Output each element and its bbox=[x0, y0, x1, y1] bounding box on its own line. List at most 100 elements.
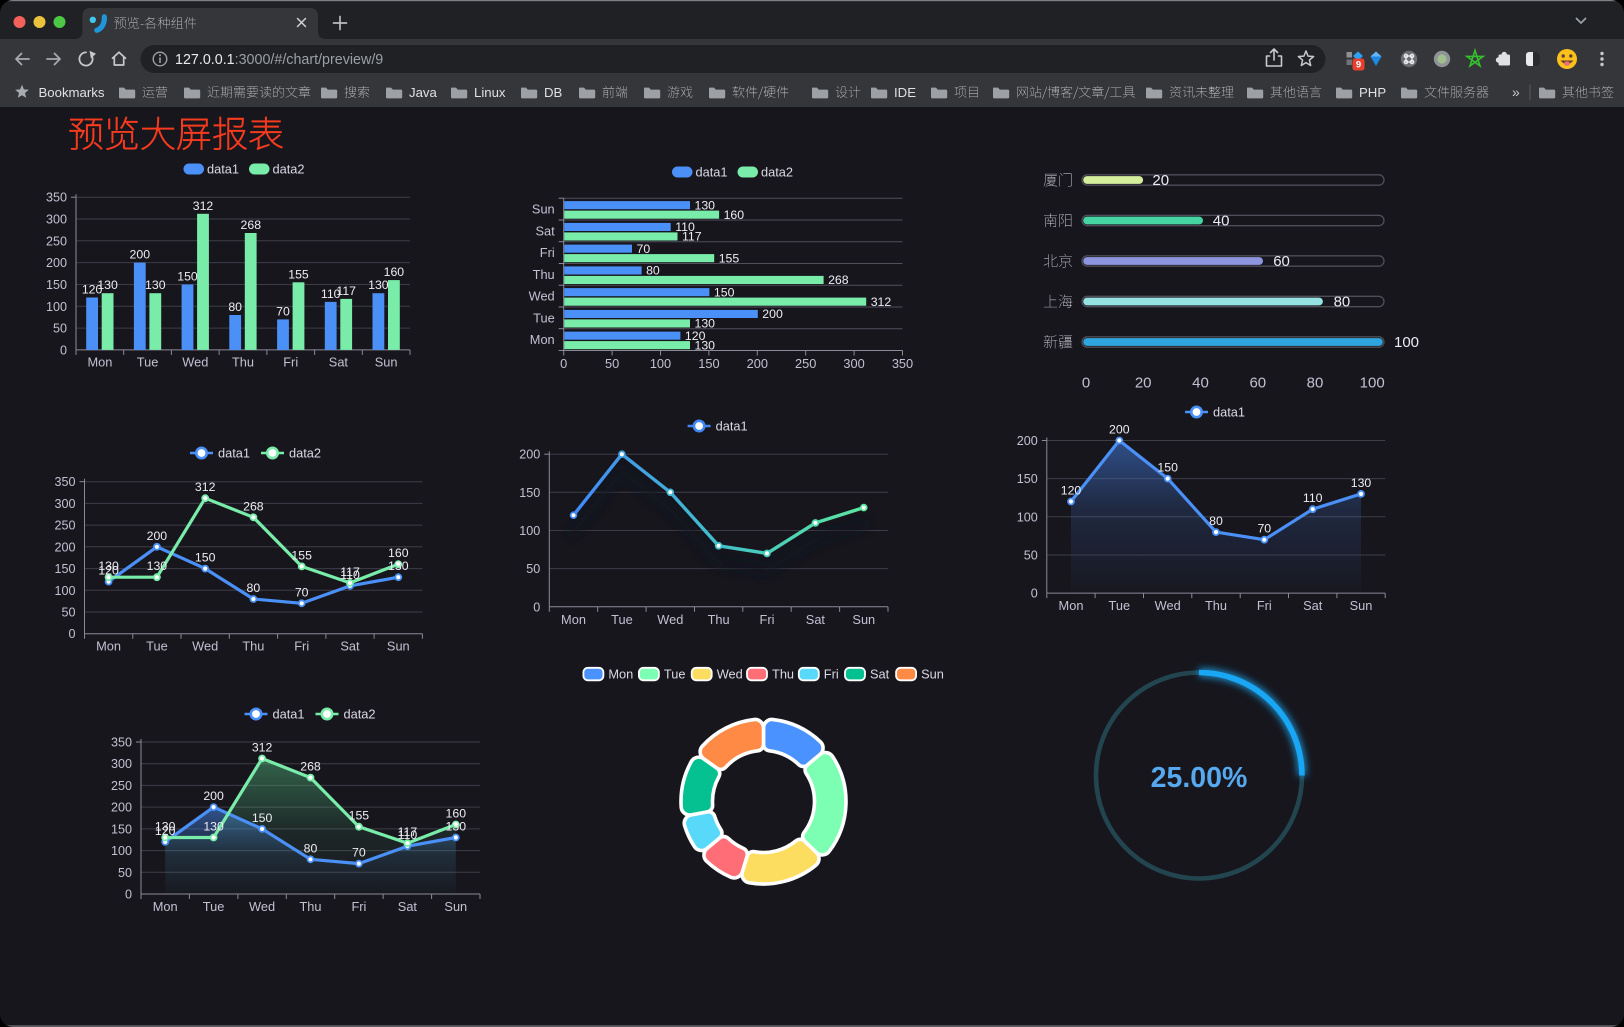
svg-text:40: 40 bbox=[1213, 213, 1230, 230]
svg-text:50: 50 bbox=[1024, 549, 1038, 563]
svg-text:data2: data2 bbox=[344, 707, 376, 722]
svg-text:117: 117 bbox=[336, 284, 356, 298]
svg-text:312: 312 bbox=[193, 199, 214, 213]
svg-text:130: 130 bbox=[695, 199, 716, 213]
svg-text:150: 150 bbox=[714, 286, 735, 300]
svg-text:0: 0 bbox=[125, 888, 132, 902]
svg-text:Mon: Mon bbox=[1059, 598, 1084, 613]
svg-text:Fri: Fri bbox=[760, 612, 775, 627]
svg-text:Mon: Mon bbox=[608, 667, 633, 682]
svg-text:Fri: Fri bbox=[351, 899, 366, 914]
svg-text:200: 200 bbox=[147, 529, 168, 543]
svg-text:20: 20 bbox=[1152, 172, 1169, 189]
svg-text:80: 80 bbox=[1209, 514, 1223, 528]
svg-text:127.0.0.1:3000/#/chart/preview: 127.0.0.1:3000/#/chart/preview/9 bbox=[175, 52, 383, 68]
svg-text:0: 0 bbox=[533, 600, 540, 614]
svg-text:120: 120 bbox=[82, 283, 103, 297]
svg-text:160: 160 bbox=[384, 265, 405, 279]
svg-text:120: 120 bbox=[98, 564, 119, 578]
svg-text:80: 80 bbox=[1334, 294, 1351, 311]
svg-text:250: 250 bbox=[54, 519, 75, 533]
svg-text:Sat: Sat bbox=[340, 639, 360, 654]
svg-text:data1: data1 bbox=[696, 165, 728, 180]
svg-text:PHP: PHP bbox=[1359, 85, 1386, 100]
svg-text:Wed: Wed bbox=[192, 639, 218, 654]
svg-text:100: 100 bbox=[54, 584, 75, 598]
svg-text:80: 80 bbox=[228, 300, 242, 314]
svg-text:312: 312 bbox=[871, 295, 892, 309]
svg-text:200: 200 bbox=[46, 256, 67, 270]
svg-text:50: 50 bbox=[53, 322, 67, 336]
svg-text:100: 100 bbox=[1017, 510, 1038, 524]
svg-text:155: 155 bbox=[291, 548, 312, 562]
svg-text:Fri: Fri bbox=[540, 245, 555, 260]
svg-text:268: 268 bbox=[828, 273, 849, 287]
svg-text:0: 0 bbox=[1031, 587, 1038, 601]
svg-text:data1: data1 bbox=[273, 707, 305, 722]
svg-text:Sun: Sun bbox=[532, 202, 555, 217]
svg-text:350: 350 bbox=[54, 475, 75, 489]
svg-text:Fri: Fri bbox=[283, 354, 298, 369]
svg-text:130: 130 bbox=[388, 559, 409, 573]
svg-text:100: 100 bbox=[46, 300, 67, 314]
svg-text:0: 0 bbox=[560, 356, 567, 371]
svg-text:Tue: Tue bbox=[1109, 598, 1131, 613]
svg-text:Tue: Tue bbox=[146, 639, 168, 654]
svg-text:Java: Java bbox=[409, 85, 438, 100]
svg-text:50: 50 bbox=[118, 866, 132, 880]
svg-text:data2: data2 bbox=[761, 165, 793, 180]
svg-text:160: 160 bbox=[446, 807, 467, 821]
svg-text:Sat: Sat bbox=[806, 612, 826, 627]
svg-text:Thu: Thu bbox=[242, 639, 264, 654]
svg-text:Sat: Sat bbox=[329, 354, 349, 369]
svg-text:80: 80 bbox=[646, 264, 660, 278]
svg-text:Tue: Tue bbox=[203, 899, 225, 914]
svg-text:130: 130 bbox=[695, 339, 716, 353]
svg-text:130: 130 bbox=[155, 820, 176, 834]
svg-text:70: 70 bbox=[637, 242, 651, 256]
svg-text:Fri: Fri bbox=[1257, 598, 1272, 613]
svg-text:120: 120 bbox=[1061, 484, 1082, 498]
svg-text:20: 20 bbox=[1135, 375, 1152, 392]
svg-text:312: 312 bbox=[252, 741, 273, 755]
svg-text:Thu: Thu bbox=[1205, 598, 1227, 613]
svg-text:Sun: Sun bbox=[375, 354, 398, 369]
svg-text:Tue: Tue bbox=[611, 612, 633, 627]
svg-text:Mon: Mon bbox=[561, 612, 586, 627]
svg-text:70: 70 bbox=[352, 846, 366, 860]
svg-text:100: 100 bbox=[1394, 334, 1419, 351]
svg-text:160: 160 bbox=[724, 208, 745, 222]
svg-text:200: 200 bbox=[747, 356, 768, 371]
svg-text:110: 110 bbox=[340, 568, 360, 582]
svg-text:155: 155 bbox=[349, 809, 370, 823]
svg-text:250: 250 bbox=[111, 779, 132, 793]
svg-text:150: 150 bbox=[252, 811, 273, 825]
svg-text:Mon: Mon bbox=[96, 639, 121, 654]
svg-text:60: 60 bbox=[1273, 253, 1290, 270]
svg-text:Wed: Wed bbox=[657, 612, 683, 627]
svg-text:130: 130 bbox=[147, 559, 168, 573]
svg-text:Wed: Wed bbox=[249, 899, 275, 914]
svg-text:Thu: Thu bbox=[533, 267, 555, 282]
svg-text:data1: data1 bbox=[207, 162, 239, 177]
svg-text:25.00%: 25.00% bbox=[1151, 762, 1248, 794]
svg-text:350: 350 bbox=[892, 356, 913, 371]
svg-text:150: 150 bbox=[177, 270, 198, 284]
svg-text:IDE: IDE bbox=[894, 85, 916, 100]
svg-text:200: 200 bbox=[130, 248, 151, 262]
svg-text:Fri: Fri bbox=[294, 639, 309, 654]
svg-text:Wed: Wed bbox=[182, 354, 208, 369]
svg-text:80: 80 bbox=[1307, 375, 1324, 392]
svg-text:50: 50 bbox=[61, 606, 75, 620]
svg-text:Sun: Sun bbox=[852, 612, 875, 627]
svg-text:Thu: Thu bbox=[772, 667, 794, 682]
svg-text:130: 130 bbox=[368, 278, 389, 292]
svg-text:Bookmarks: Bookmarks bbox=[39, 85, 105, 100]
svg-text:130: 130 bbox=[446, 820, 467, 834]
svg-text:150: 150 bbox=[54, 562, 75, 576]
svg-text:Sat: Sat bbox=[870, 667, 890, 682]
svg-text:Sat: Sat bbox=[1303, 598, 1323, 613]
svg-text:Sat: Sat bbox=[535, 223, 555, 238]
svg-text:150: 150 bbox=[1017, 472, 1038, 486]
svg-text:200: 200 bbox=[1017, 434, 1038, 448]
